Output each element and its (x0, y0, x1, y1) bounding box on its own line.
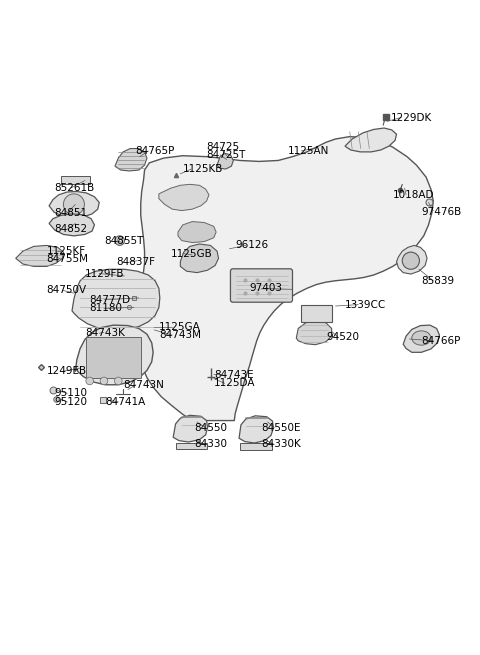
Text: 84777D: 84777D (90, 295, 131, 305)
Text: 1125GB: 1125GB (171, 248, 213, 259)
Text: 84330K: 84330K (262, 440, 301, 449)
Text: 84550: 84550 (195, 422, 228, 433)
Text: 84741A: 84741A (106, 397, 145, 407)
Circle shape (63, 194, 84, 215)
Polygon shape (49, 214, 95, 236)
Text: 95110: 95110 (54, 388, 87, 398)
Polygon shape (296, 321, 332, 345)
Circle shape (115, 377, 122, 384)
Polygon shape (345, 128, 396, 152)
Polygon shape (16, 246, 63, 267)
Polygon shape (159, 184, 209, 210)
Bar (240, 443, 273, 450)
Circle shape (402, 252, 420, 269)
Text: 84743M: 84743M (159, 330, 201, 340)
Text: 84743E: 84743E (214, 370, 253, 380)
Ellipse shape (412, 331, 431, 345)
Polygon shape (49, 191, 99, 217)
Text: 84743N: 84743N (123, 380, 164, 390)
Polygon shape (239, 416, 274, 443)
Polygon shape (173, 415, 207, 442)
Text: 84750V: 84750V (47, 286, 87, 295)
Text: 1249EB: 1249EB (47, 366, 87, 377)
Polygon shape (115, 149, 147, 171)
Polygon shape (75, 325, 153, 384)
Bar (61, 176, 90, 184)
Text: 85261B: 85261B (54, 183, 94, 193)
Bar (301, 305, 332, 322)
Text: 84855T: 84855T (104, 236, 144, 246)
Polygon shape (180, 244, 218, 272)
Circle shape (86, 377, 94, 384)
Text: 84330: 84330 (195, 440, 228, 449)
Text: 84743K: 84743K (85, 328, 125, 338)
Text: 95120: 95120 (54, 397, 87, 407)
Text: 1125DA: 1125DA (214, 379, 255, 388)
Text: 84837F: 84837F (116, 257, 155, 267)
Text: 97476B: 97476B (421, 207, 462, 217)
Bar (176, 443, 206, 449)
Circle shape (100, 377, 108, 384)
Text: 84725T: 84725T (206, 150, 246, 160)
FancyBboxPatch shape (230, 269, 292, 302)
Text: 1125GA: 1125GA (159, 322, 201, 331)
Polygon shape (217, 153, 233, 169)
Text: 96126: 96126 (235, 240, 268, 250)
Text: 84725: 84725 (206, 142, 240, 152)
Text: 1129FB: 1129FB (85, 269, 124, 278)
Bar (86, 337, 141, 378)
Text: 84766P: 84766P (421, 336, 461, 346)
Text: 1018AD: 1018AD (393, 190, 434, 200)
Text: 97403: 97403 (250, 284, 283, 293)
Text: 84852: 84852 (54, 224, 87, 234)
Text: 84765P: 84765P (135, 146, 174, 156)
Text: 84550E: 84550E (262, 422, 301, 433)
Text: 1125AN: 1125AN (288, 146, 329, 156)
Circle shape (115, 236, 124, 246)
Circle shape (117, 238, 122, 243)
Polygon shape (72, 269, 160, 330)
Polygon shape (396, 246, 427, 274)
Text: 84755M: 84755M (47, 254, 89, 264)
Polygon shape (178, 221, 216, 242)
Text: 1125KF: 1125KF (47, 246, 86, 256)
Text: 94520: 94520 (326, 332, 359, 342)
Polygon shape (136, 137, 433, 421)
Text: 1229DK: 1229DK (390, 113, 432, 122)
Text: 1339CC: 1339CC (345, 299, 386, 310)
Text: 84851: 84851 (54, 208, 87, 218)
Text: 1125KB: 1125KB (183, 164, 223, 174)
Text: 85839: 85839 (421, 276, 455, 286)
Text: 81180: 81180 (90, 303, 123, 313)
Polygon shape (403, 325, 440, 352)
